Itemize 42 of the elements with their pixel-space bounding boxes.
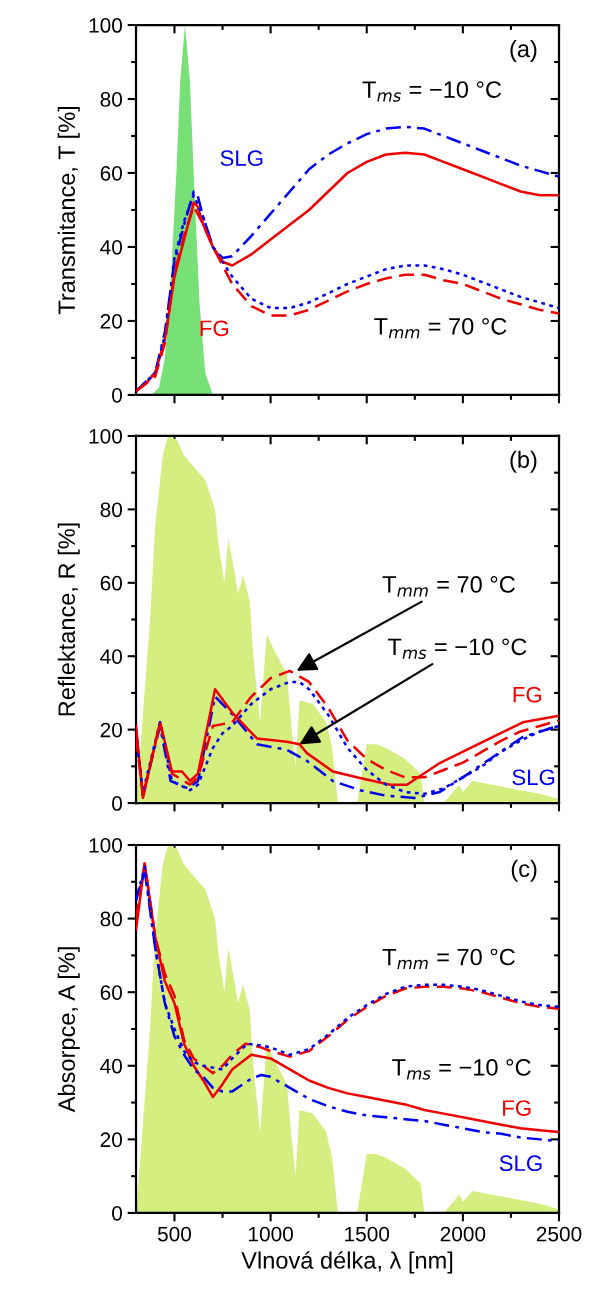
y-tick-label: 100 <box>89 18 123 33</box>
annotation: (b) <box>510 450 537 473</box>
y-axis-title: Absorpce, A [%] <box>57 947 80 1113</box>
annotation: (c) <box>511 859 537 882</box>
y-tick-label: 100 <box>89 428 123 444</box>
annotation: T$_{mm}$ = 70 °C <box>374 317 507 339</box>
y-tick-label: 80 <box>100 502 123 518</box>
annotation: T$_{ms}$ = −10 °C <box>392 1059 531 1080</box>
y-axis-title: Reflektance, R [%] <box>57 523 80 716</box>
y-axis-title: Transmitance, T [%] <box>57 106 80 315</box>
annotation: T$_{ms}$ = −10 °C <box>387 638 527 660</box>
series-label: FG <box>513 686 542 703</box>
x-tick-label: 1500 <box>345 1226 390 1242</box>
series-label: SLG <box>220 150 263 166</box>
y-tick-label: 100 <box>89 838 123 853</box>
y-tick-label: 0 <box>112 387 123 403</box>
y-tick-label: 0 <box>112 1205 123 1221</box>
x-tick-label: 2000 <box>440 1226 486 1242</box>
annotation: T$_{mm}$ = 70 °C <box>382 576 515 597</box>
series-label: FG <box>503 1100 531 1116</box>
annotation: T$_{mm}$ = 70 °C <box>382 948 515 969</box>
y-tick-label: 0 <box>112 796 123 811</box>
y-tick-label: 80 <box>100 92 123 107</box>
series-label: FG <box>200 320 229 337</box>
y-tick-label: 60 <box>100 575 123 591</box>
series-label: SLG <box>512 769 555 786</box>
series-label: SLG <box>499 1155 542 1172</box>
y-tick-label: 40 <box>100 1058 123 1074</box>
x-axis-title: Vlnová délka, λ [nm] <box>241 1251 453 1274</box>
y-tick-label: 60 <box>100 165 123 181</box>
x-tick-label: 1000 <box>249 1226 293 1242</box>
x-tick-label: 500 <box>157 1226 192 1242</box>
y-tick-label: 20 <box>100 1132 123 1148</box>
y-tick-label: 60 <box>100 985 123 1000</box>
y-tick-label: 40 <box>100 649 123 664</box>
annotation: T$_{ms}$ = −10 °C <box>362 81 502 102</box>
y-tick-label: 20 <box>100 722 123 738</box>
annotation: (a) <box>510 39 537 62</box>
x-tick-label: 2500 <box>536 1226 582 1242</box>
y-tick-label: 20 <box>100 313 123 329</box>
y-tick-label: 40 <box>100 239 123 255</box>
y-tick-label: 80 <box>100 911 123 927</box>
